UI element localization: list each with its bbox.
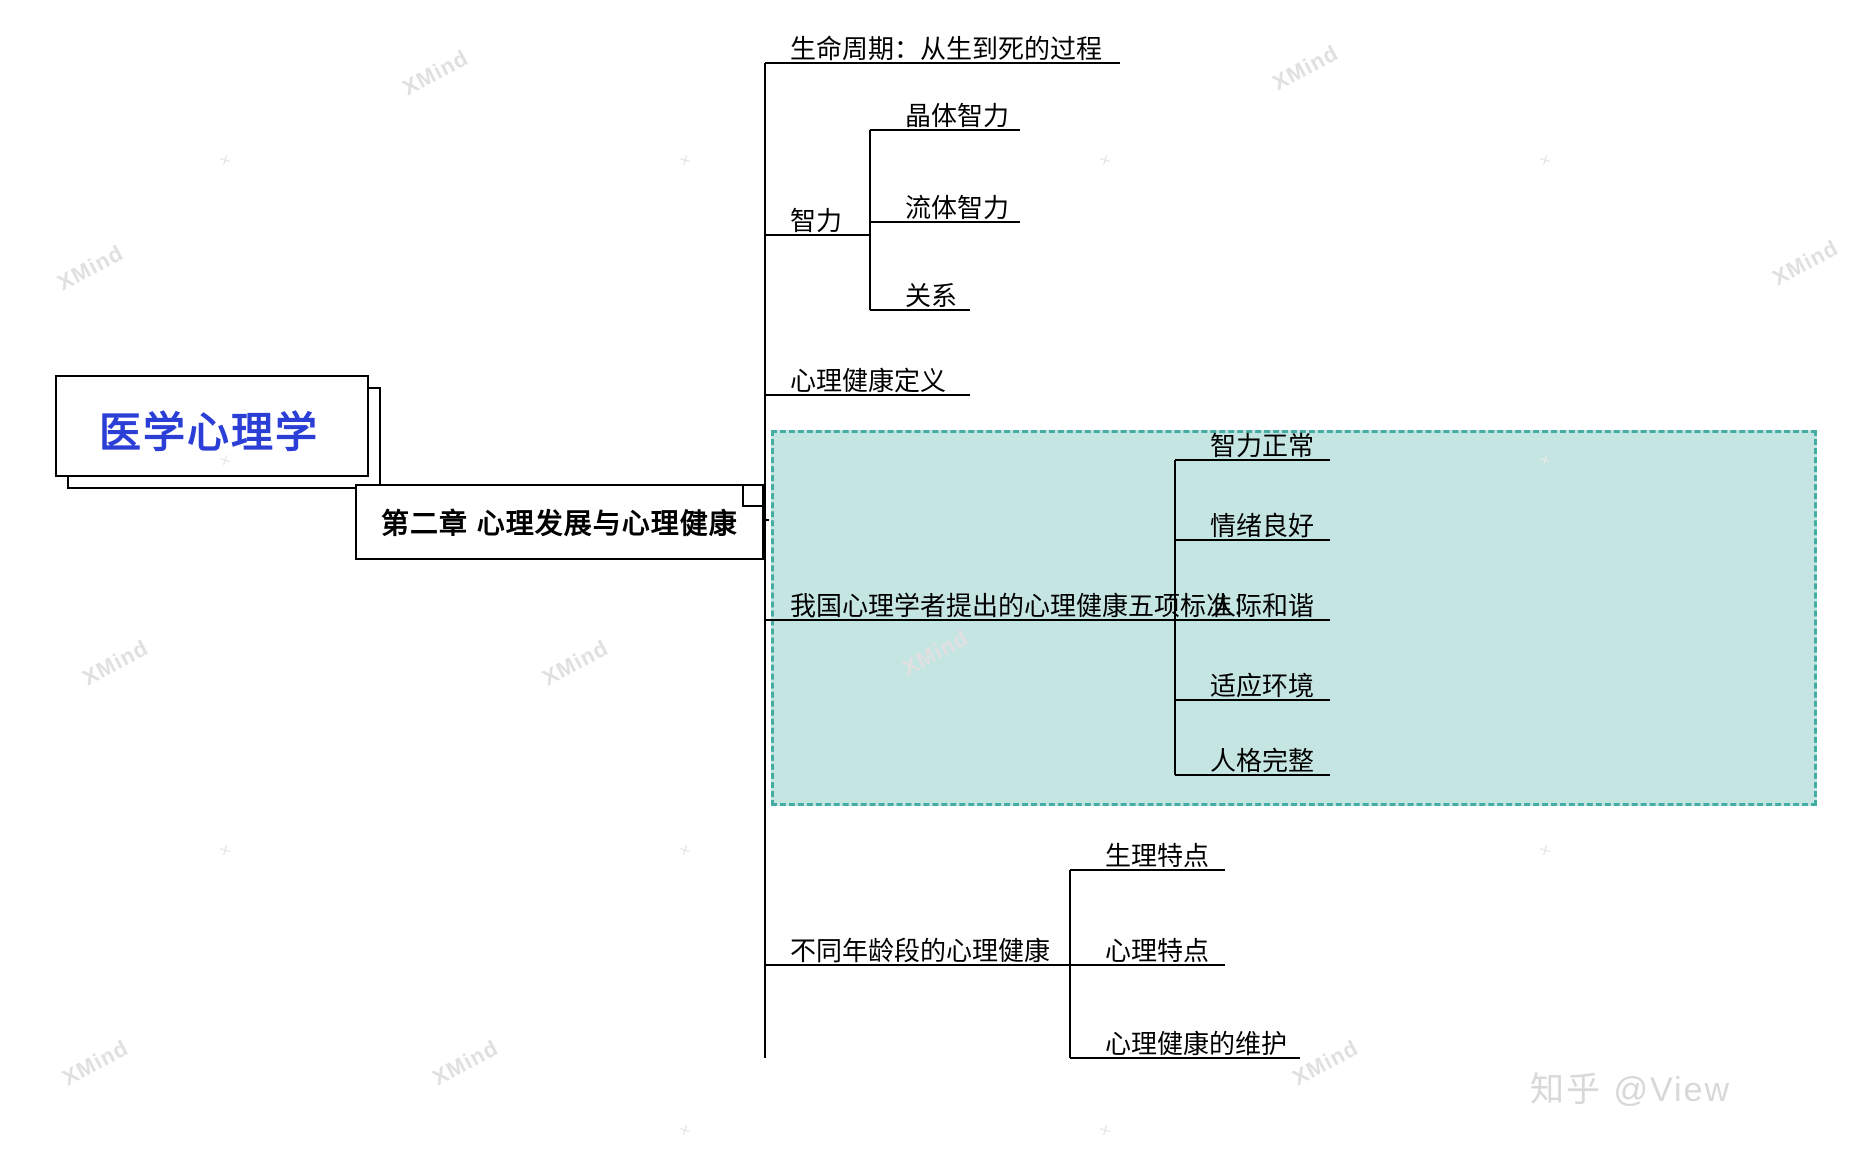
watermark-tick: × <box>1096 1119 1115 1142</box>
chapter-node[interactable]: 第二章 心理发展与心理健康 <box>355 484 764 560</box>
node-age-groups-child-0[interactable]: 生理特点 <box>1105 836 1209 873</box>
watermark-xmind: XMind <box>398 45 473 101</box>
node-age-groups-child-2[interactable]: 心理健康的维护 <box>1105 1024 1287 1061</box>
root-node[interactable]: 医学心理学 <box>55 375 369 477</box>
node-five-standards[interactable]: 我国心理学者提出的心理健康五项标准： <box>790 586 1258 623</box>
watermark-tick: × <box>676 1119 695 1142</box>
watermark-xmind: XMind <box>78 635 153 691</box>
watermark-tick: × <box>216 839 235 862</box>
node-definition[interactable]: 心理健康定义 <box>790 361 946 398</box>
root-label: 医学心理学 <box>99 409 319 456</box>
node-intelligence[interactable]: 智力 <box>790 201 842 238</box>
watermark-tick: × <box>1536 149 1555 172</box>
chapter-label: 第二章 心理发展与心理健康 <box>381 508 738 539</box>
watermark-xmind: XMind <box>53 240 128 296</box>
watermark-xmind: XMind <box>58 1035 133 1091</box>
node-five-standards-child-1[interactable]: 情绪良好 <box>1210 506 1314 543</box>
node-intelligence-child-0[interactable]: 晶体智力 <box>905 96 1009 133</box>
watermark-tick: × <box>1096 149 1115 172</box>
watermark-xmind: XMind <box>538 635 613 691</box>
watermark-xmind: XMind <box>1268 40 1343 96</box>
watermark-tick: × <box>676 839 695 862</box>
node-lifecycle[interactable]: 生命周期：从生到死的过程 <box>790 29 1102 66</box>
node-age-groups-child-1[interactable]: 心理特点 <box>1105 931 1209 968</box>
watermark-xmind: XMind <box>1768 235 1843 291</box>
node-five-standards-child-4[interactable]: 人格完整 <box>1210 741 1314 778</box>
node-intelligence-child-1[interactable]: 流体智力 <box>905 188 1009 225</box>
watermark-tick: × <box>216 149 235 172</box>
node-intelligence-child-2[interactable]: 关系 <box>905 276 957 313</box>
node-age-groups[interactable]: 不同年龄段的心理健康 <box>790 931 1050 968</box>
watermark-xmind: XMind <box>1288 1035 1363 1091</box>
watermark-tick: × <box>676 149 695 172</box>
watermark-xmind: XMind <box>428 1035 503 1091</box>
node-five-standards-child-0[interactable]: 智力正常 <box>1210 426 1314 463</box>
watermark-tick: × <box>1536 839 1555 862</box>
node-five-standards-child-3[interactable]: 适应环境 <box>1210 666 1314 703</box>
node-five-standards-child-2[interactable]: 人际和谐 <box>1210 586 1314 623</box>
zhihu-watermark: 知乎 @View <box>1530 1062 1731 1111</box>
